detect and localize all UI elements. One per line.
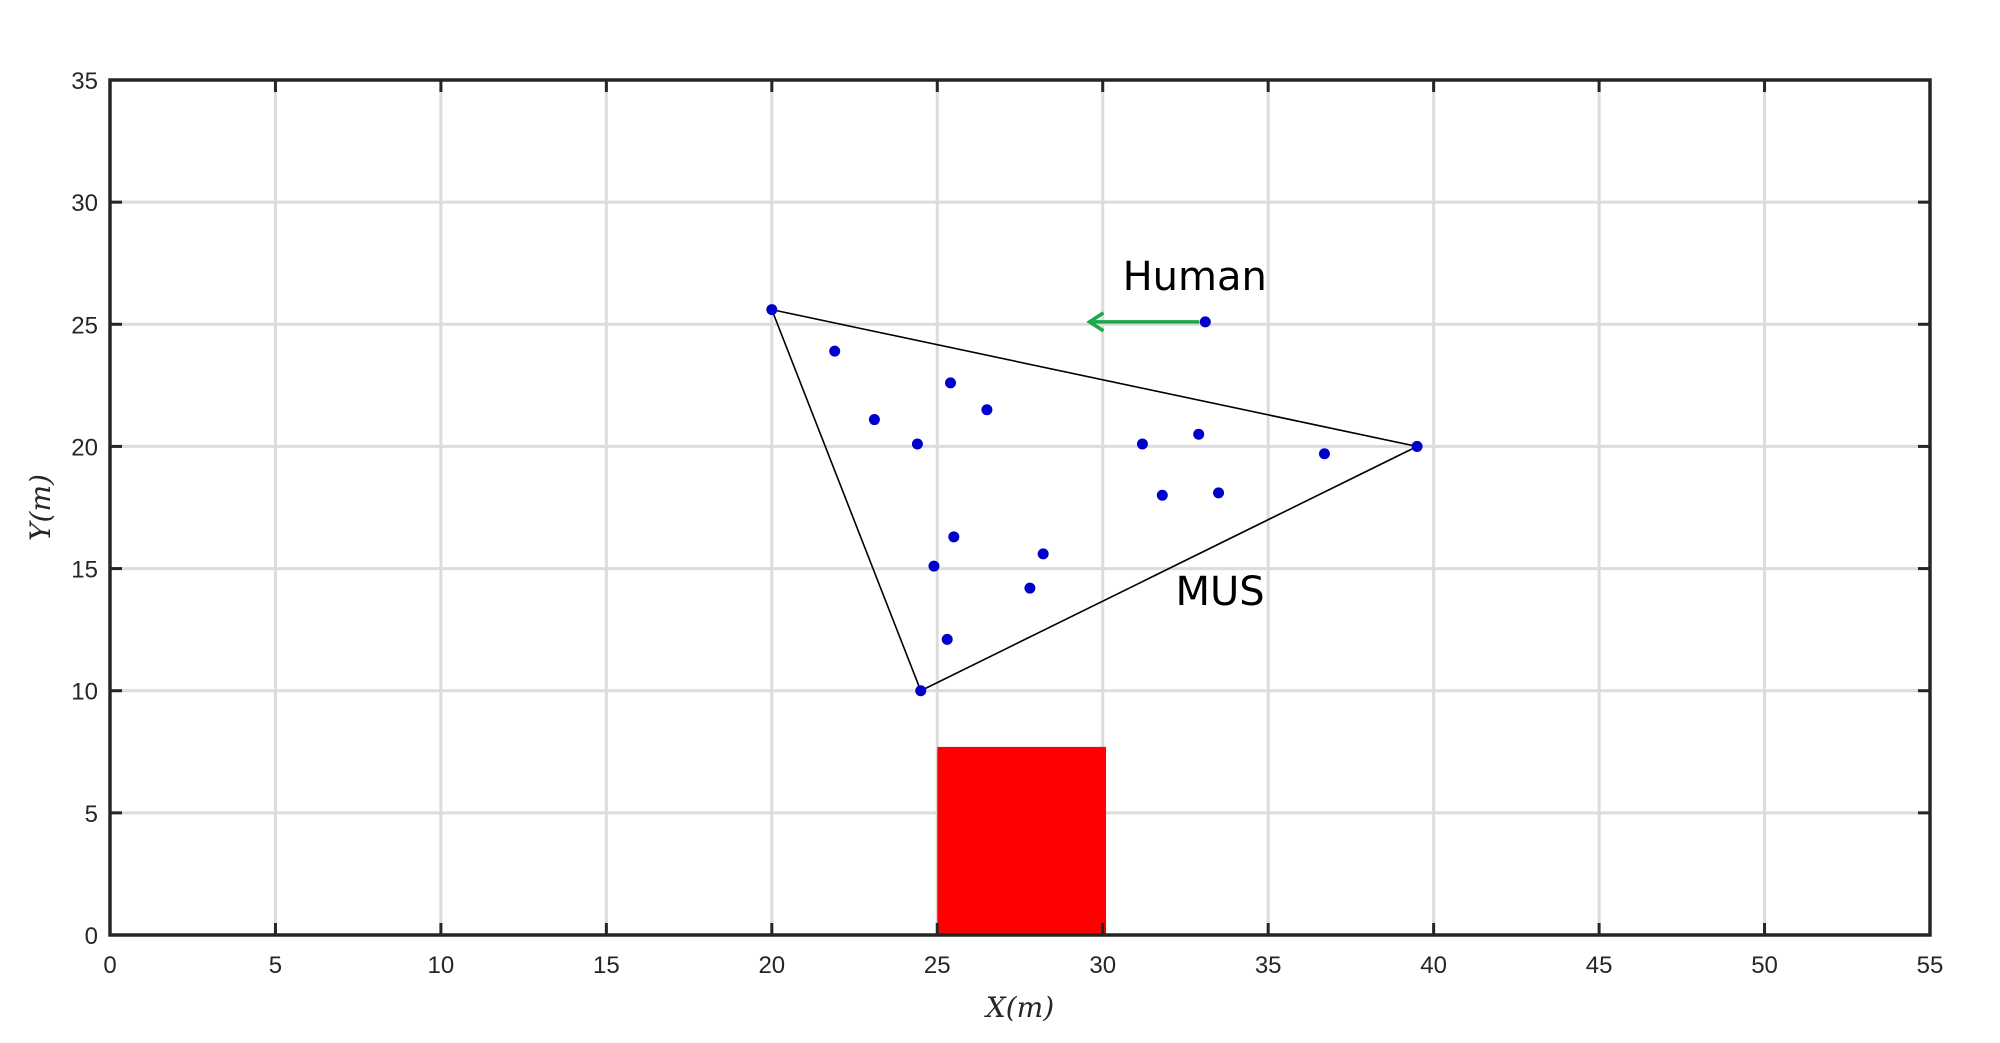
y-tick-label: 5: [85, 801, 98, 828]
data-point: [1037, 548, 1049, 560]
y-tick-label: 20: [71, 434, 98, 461]
data-point: [868, 414, 880, 426]
x-tick-label: 25: [924, 952, 951, 979]
data-point: [1156, 489, 1168, 501]
points-layer: [766, 304, 1423, 697]
data-point: [766, 304, 778, 316]
y-tick-label: 25: [71, 312, 98, 339]
annotation-layer: Human MUS: [1086, 254, 1267, 615]
mus-triangle: [770, 308, 1420, 692]
x-tick-label: 45: [1586, 952, 1613, 979]
data-point: [915, 685, 927, 697]
axes-frame: [108, 78, 1932, 937]
human-point: [1199, 316, 1211, 328]
data-point: [1024, 582, 1036, 594]
data-point: [1411, 440, 1423, 452]
axes-box: [108, 78, 1932, 937]
x-tick-label: 15: [593, 952, 620, 979]
y-tick-label: 0: [85, 923, 98, 950]
x-tick-label: 30: [1089, 952, 1116, 979]
obstacle-block: [937, 746, 1107, 935]
data-point: [945, 377, 957, 389]
x-tick-label: 55: [1917, 952, 1944, 979]
x-tick-label: 5: [269, 952, 282, 979]
data-point: [981, 404, 993, 416]
data-point: [1136, 438, 1148, 450]
x-axis-label: X(m): [984, 991, 1054, 1024]
x-tick-label: 10: [428, 952, 455, 979]
data-point: [829, 345, 841, 357]
x-tick-label: 40: [1420, 952, 1447, 979]
y-tick-label: 10: [71, 679, 98, 706]
data-point: [911, 438, 923, 450]
data-point: [928, 560, 940, 572]
y-tick-label: 15: [71, 557, 98, 584]
triangle-layer: [770, 308, 1420, 692]
x-tick-label: 35: [1255, 952, 1282, 979]
data-point: [1213, 487, 1225, 499]
data-point: [948, 531, 960, 543]
grid-lines: [110, 80, 1930, 935]
human-arrow-head: [1086, 311, 1105, 333]
x-tick-label: 50: [1751, 952, 1778, 979]
y-tick-label: 35: [71, 68, 98, 95]
data-point: [941, 633, 953, 645]
tick-labels: 0 5 10 15 20 25 30 35 40 45 50 55 0 5 10 15 20 25 30 35: [71, 68, 1943, 979]
x-tick-label: 0: [103, 952, 116, 979]
human-label: Human: [1123, 254, 1267, 300]
obstacle-layer: [937, 746, 1107, 935]
x-tick-label: 20: [758, 952, 785, 979]
data-point: [1318, 448, 1330, 460]
y-tick-label: 30: [71, 190, 98, 217]
data-point: [1193, 428, 1205, 440]
mus-label: MUS: [1176, 569, 1265, 615]
y-axis-label: Y(m): [24, 474, 57, 541]
